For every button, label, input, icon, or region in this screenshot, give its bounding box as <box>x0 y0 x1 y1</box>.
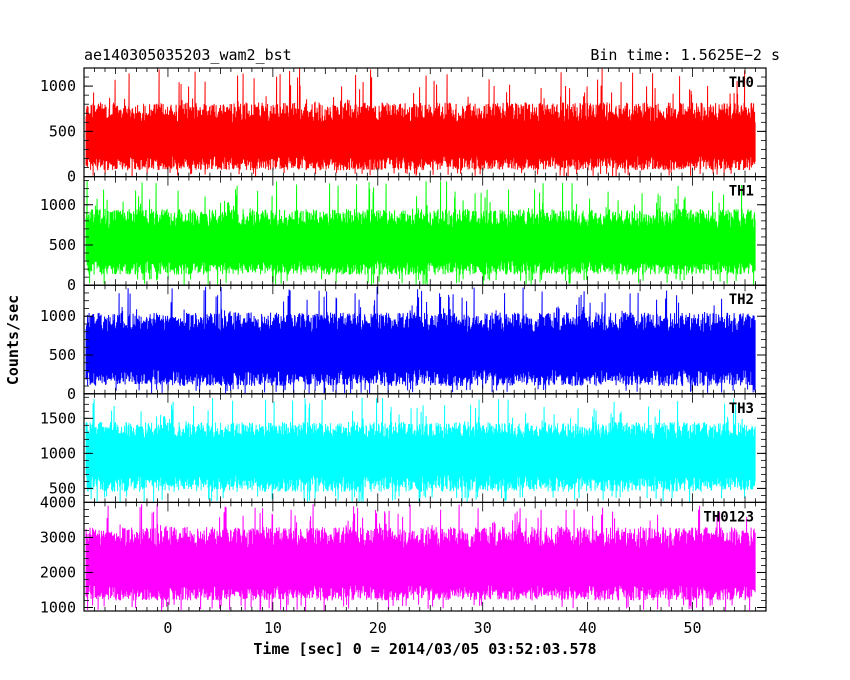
panel-label-th3: TH3 <box>729 401 754 417</box>
panel-label-th0: TH0 <box>729 75 754 91</box>
x-tick-label: 0 <box>163 619 172 637</box>
panel-label-th2: TH2 <box>729 292 754 308</box>
panel-frame-th0123 <box>83 501 767 612</box>
x-axis-label: Time [sec] 0 = 2014/03/05 03:52:03.578 <box>253 640 596 658</box>
y-tick-label: 500 <box>49 346 76 364</box>
y-tick-label: 1000 <box>40 196 76 214</box>
y-tick-label: 1000 <box>40 77 76 95</box>
series-trace-th1 <box>85 180 756 286</box>
y-tick-label: 500 <box>49 479 76 497</box>
x-tick-label: 30 <box>474 619 492 637</box>
y-tick-label: 4000 <box>40 493 76 511</box>
y-tick-label: 0 <box>67 276 76 294</box>
y-tick-label: 0 <box>67 385 76 403</box>
y-tick-label: 1500 <box>40 409 76 427</box>
panel-label-th1: TH1 <box>729 184 754 200</box>
y-tick-label: 1000 <box>40 444 76 462</box>
y-tick-label: 3000 <box>40 528 76 546</box>
y-tick-label: 1000 <box>40 307 76 325</box>
x-tick-label: 50 <box>684 619 702 637</box>
series-trace-th0123 <box>85 504 756 611</box>
series-trace-th0 <box>85 68 756 177</box>
x-tick-label: 10 <box>264 619 282 637</box>
y-tick-label: 500 <box>49 122 76 140</box>
x-tick-label: 40 <box>579 619 597 637</box>
y-axis-label: Counts/sec <box>4 295 22 385</box>
y-tick-label: 2000 <box>40 563 76 581</box>
chart-title-left: ae140305035203_wam2_bst <box>84 46 292 64</box>
panel-label-th0123: TH0123 <box>703 509 754 525</box>
x-tick-label: 20 <box>369 619 387 637</box>
series-trace-th2 <box>85 286 756 394</box>
series-trace-th3 <box>85 397 756 503</box>
y-tick-label: 0 <box>67 168 76 186</box>
chart-title-right: Bin time: 1.5625E−2 s <box>590 46 780 64</box>
y-tick-label: 1000 <box>40 598 76 616</box>
y-tick-label: 500 <box>49 236 76 254</box>
